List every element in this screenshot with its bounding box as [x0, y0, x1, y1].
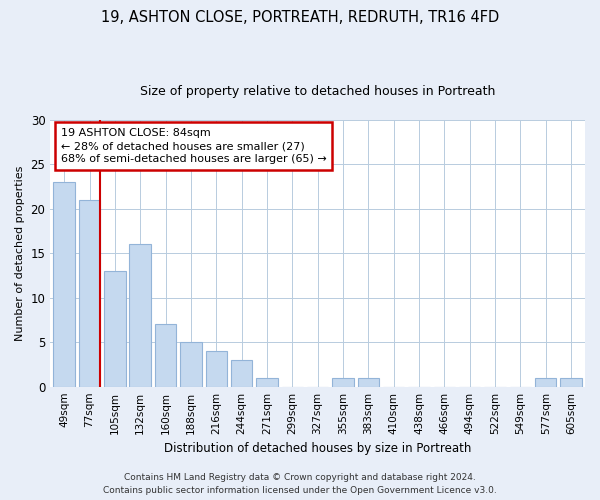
Bar	[535, 378, 556, 386]
Text: 19 ASHTON CLOSE: 84sqm
← 28% of detached houses are smaller (27)
68% of semi-det: 19 ASHTON CLOSE: 84sqm ← 28% of detached…	[61, 128, 327, 164]
Bar	[560, 378, 582, 386]
Title: Size of property relative to detached houses in Portreath: Size of property relative to detached ho…	[140, 85, 496, 98]
Bar	[53, 182, 75, 386]
Bar	[206, 351, 227, 386]
Text: Contains HM Land Registry data © Crown copyright and database right 2024.
Contai: Contains HM Land Registry data © Crown c…	[103, 474, 497, 495]
Bar	[358, 378, 379, 386]
Bar	[130, 244, 151, 386]
Bar	[180, 342, 202, 386]
Bar	[79, 200, 100, 386]
Bar	[104, 271, 125, 386]
Text: 19, ASHTON CLOSE, PORTREATH, REDRUTH, TR16 4FD: 19, ASHTON CLOSE, PORTREATH, REDRUTH, TR…	[101, 10, 499, 25]
Bar	[332, 378, 354, 386]
Y-axis label: Number of detached properties: Number of detached properties	[15, 166, 25, 341]
X-axis label: Distribution of detached houses by size in Portreath: Distribution of detached houses by size …	[164, 442, 472, 455]
Bar	[155, 324, 176, 386]
Bar	[231, 360, 253, 386]
Bar	[256, 378, 278, 386]
